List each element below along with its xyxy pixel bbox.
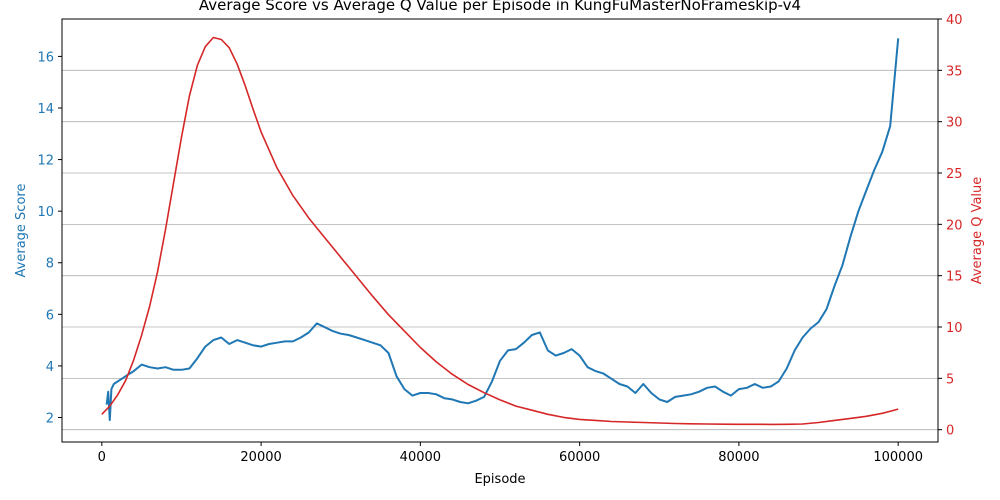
- y-left-tick-label: 14: [37, 102, 54, 117]
- x-tick-label: 20000: [240, 450, 281, 465]
- x-tick-label: 100000: [873, 450, 923, 465]
- score-line: [105, 38, 900, 422]
- x-tick-label: 80000: [718, 450, 759, 465]
- y-right-axis-title: Average Q Value: [970, 177, 985, 285]
- y-right-tick-label: 25: [946, 167, 963, 182]
- y-right-tick-label: 30: [946, 116, 963, 131]
- y-left-tick-label: 10: [37, 205, 54, 220]
- y-right-tick-label: 20: [946, 218, 963, 233]
- plot-frame: [61, 18, 939, 443]
- y-left-tick-label: 6: [46, 308, 54, 323]
- x-tick-label: 0: [98, 450, 106, 465]
- y-left-tick-label: 16: [37, 50, 54, 65]
- y-right-axis: 0 5 10 15 20 25 30 35 40: [938, 13, 963, 439]
- x-tick-label: 60000: [559, 450, 600, 465]
- q-value-line: [101, 36, 899, 426]
- y-left-tick-label: 12: [37, 154, 54, 169]
- y-left-tick-label: 8: [46, 257, 54, 272]
- y-left-tick-label: 2: [46, 411, 54, 426]
- y-left-axis: 2 4 6 8 10 12 14 16: [37, 50, 62, 426]
- y-right-tick-label: 0: [946, 424, 954, 439]
- chart-title: Average Score vs Average Q Value per Epi…: [199, 0, 801, 14]
- y-left-axis-title: Average Score: [14, 184, 29, 278]
- score-series: [105, 38, 900, 422]
- x-axis: 0 20000 40000 60000 80000 100000: [98, 442, 923, 465]
- x-tick-label: 40000: [400, 450, 441, 465]
- y-right-tick-label: 5: [946, 372, 954, 387]
- y-right-tick-label: 15: [946, 270, 963, 285]
- y-right-tick-label: 40: [946, 13, 963, 28]
- y-left-tick-label: 4: [46, 360, 54, 375]
- q-value-series: [101, 36, 899, 426]
- y-right-tick-label: 35: [946, 64, 963, 79]
- y-right-tick-label: 10: [946, 321, 963, 336]
- x-axis-title: Episode: [474, 472, 525, 487]
